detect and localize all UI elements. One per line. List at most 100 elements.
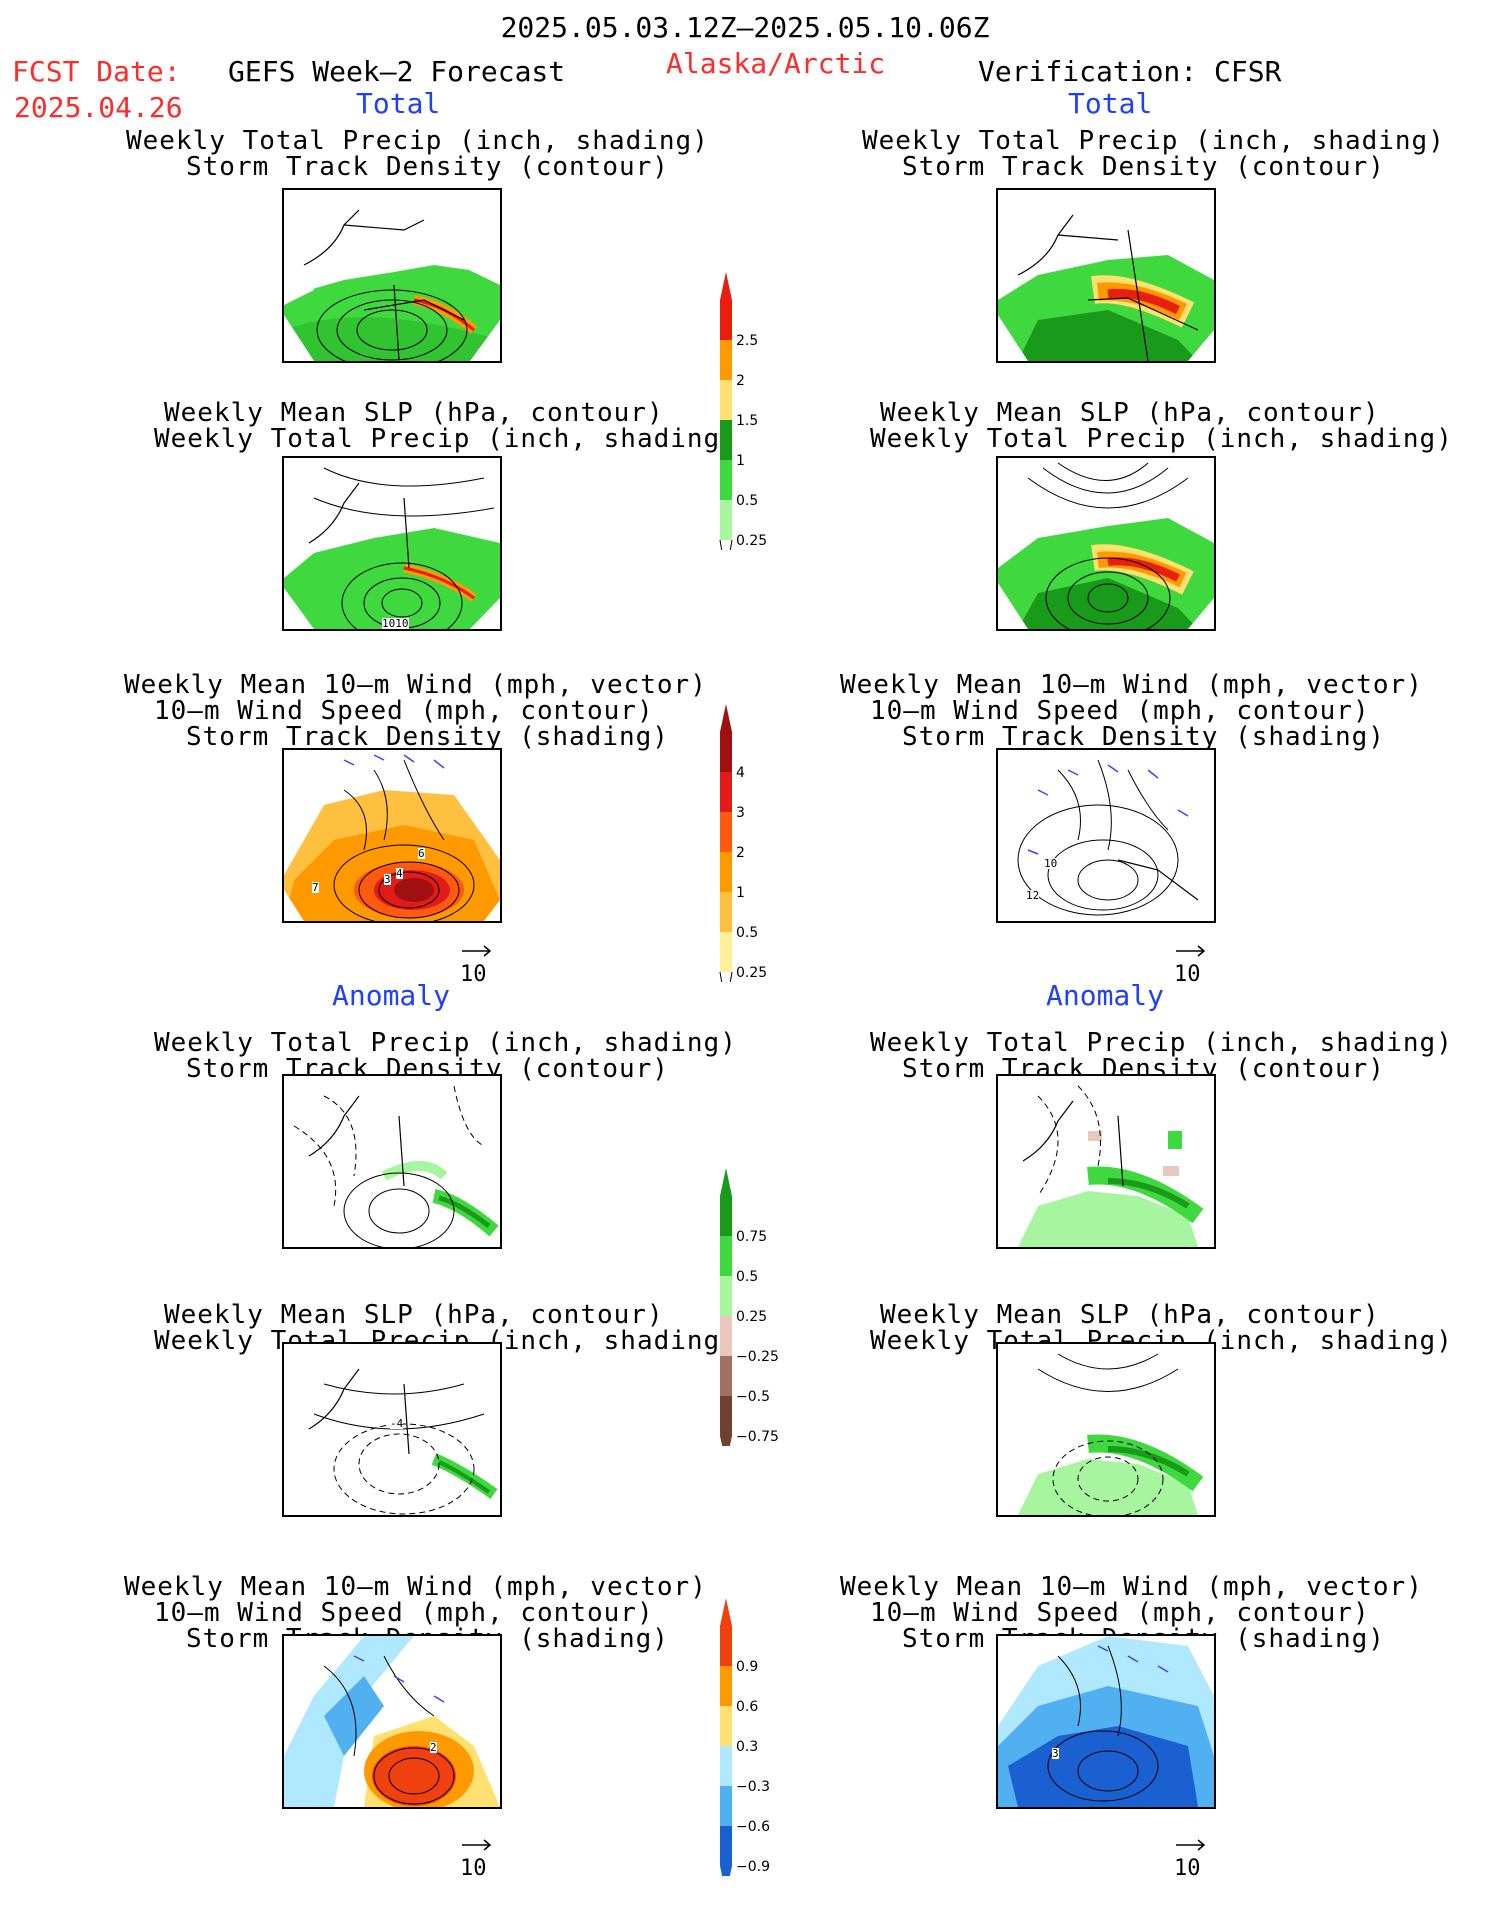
vector-reference-label: 10 [460,962,487,987]
fcst-date-value: 2025.04.26 [14,91,183,124]
title-r2-line1: Weekly Mean SLP (hPa, contour) [880,398,1380,428]
map-total-wind-verification: 10 12 [996,748,1216,923]
title-r1-line2: Storm Track Density (contour) [902,152,1385,182]
colorbar-swatch [720,1626,732,1666]
wind-contour-label: 6 [418,847,425,860]
verification-title: Verification: CFSR [978,55,1282,88]
colorbar-bottom-tail [719,971,733,982]
colorbar-swatch [720,1746,732,1786]
wind-contour-label: 12 [1026,889,1040,902]
map-total-slp-verification [996,456,1216,631]
colorbar-swatch [720,340,732,380]
colorbar-swatch [720,732,732,772]
colorbar-swatch [720,852,732,892]
map-anomaly-slp-verification [996,1342,1216,1517]
wind-contour-label: 7 [312,881,319,894]
map-anomaly-precip-verification [996,1074,1216,1249]
colorbar-tick-label: 0.5 [736,1269,758,1285]
colorbar-storm-track-total: 4 3 2 1 0.5 0.25 [719,704,767,982]
map-total-wind-forecast: 7 3 4 6 [282,748,502,923]
colorbar-top-triangle [720,272,732,300]
colorbar-top-triangle [720,1168,732,1196]
colorbar-tick-label: 0.25 [736,533,767,549]
colorbar-bottom-triangle [720,1866,732,1876]
colorbar-bottom-tail [719,539,733,550]
colorbar-tick-label: 0.9 [736,1659,758,1675]
colorbar-swatch [720,1196,732,1236]
vector-reference-label: 10 [1174,1856,1201,1881]
colorbar-tick-label: 0.3 [736,1739,758,1755]
title-l6-line2: 10–m Wind Speed (mph, contour) [154,1598,654,1628]
colorbar-swatch [720,1276,732,1316]
colorbar-tick-label: 0.6 [736,1699,758,1715]
map-anomaly-precip-forecast [282,1074,502,1249]
colorbar-tick-label: 0.75 [736,1229,767,1245]
slp-anomaly-contour-label: -4 [390,1417,404,1430]
colorbar-swatch [720,772,732,812]
title-l5-line2: Weekly Total Precip (inch, shading) [154,1326,737,1356]
title-r4-line1: Weekly Total Precip (inch, shading) [870,1028,1453,1058]
colorbar-swatch [720,892,732,932]
title-l3-line3: Storm Track Density (shading) [186,722,669,752]
colorbar-tick-label: −0.25 [736,1349,779,1365]
colorbar-tick-label: −0.75 [736,1429,779,1445]
colorbar-bottom-triangle [720,1436,732,1446]
colorbar-swatch [720,420,732,460]
colorbar-tick-label: 0.5 [736,493,758,509]
title-l5-line1: Weekly Mean SLP (hPa, contour) [164,1300,664,1330]
colorbar-swatch [720,300,732,340]
title-l3-line2: 10–m Wind Speed (mph, contour) [154,696,654,726]
colorbar-top-triangle [720,704,732,732]
colorbar-swatch [720,500,732,540]
fcst-date-label: FCST Date: [12,55,181,88]
title-r3-line1: Weekly Mean 10–m Wind (mph, vector) [840,670,1423,700]
map-anomaly-slp-forecast: -4 [282,1342,502,1517]
title-r6-line2: 10–m Wind Speed (mph, contour) [870,1598,1370,1628]
colorbar-top-triangle [720,1598,732,1626]
title-l1-line2: Storm Track Density (contour) [186,152,669,182]
wind-anomaly-contour-label: 2 [430,1741,437,1754]
title-l2-line1: Weekly Mean SLP (hPa, contour) [164,398,664,428]
colorbar-tick-label: 1 [736,453,745,469]
colorbar-swatch [720,1396,732,1436]
section-total-right: Total [1068,87,1153,120]
wind-contour-label: 3 [384,873,391,886]
colorbar-tick-label: 2 [736,373,745,389]
vector-reference-arrow-icon [1176,1839,1206,1851]
vector-reference-label: 10 [1174,962,1201,987]
colorbar-tick-label: −0.5 [736,1389,770,1405]
colorbar-tick-label: 0.5 [736,925,758,941]
section-anomaly-left: Anomaly [332,979,451,1012]
title-r3-line2: 10–m Wind Speed (mph, contour) [870,696,1370,726]
section-anomaly-right: Anomaly [1046,979,1165,1012]
colorbar-swatch [720,1316,732,1356]
colorbar-tick-label: 4 [736,765,745,781]
colorbar-swatch [720,1236,732,1276]
colorbar-swatch [720,1356,732,1396]
colorbar-precip-anomaly: 0.75 0.5 0.25 −0.25 −0.5 −0.75 [720,1168,779,1446]
colorbar-swatch [720,1826,732,1866]
colorbar-tick-label: −0.9 [736,1859,770,1875]
colorbar-tick-label: −0.3 [736,1779,770,1795]
section-total-left: Total [356,87,441,120]
title-l3-line1: Weekly Mean 10–m Wind (mph, vector) [124,670,707,700]
colorbar-tick-label: 0.25 [736,965,767,981]
colorbar-swatch [720,1786,732,1826]
title-r2-line2: Weekly Total Precip (inch, shading) [870,424,1453,454]
wind-anomaly-contour-label: 3 [1052,1747,1059,1760]
vector-reference-label: 10 [460,1856,487,1881]
colorbar-swatch [720,380,732,420]
title-l4-line1: Weekly Total Precip (inch, shading) [154,1028,737,1058]
colorbar-tick-label: 3 [736,805,745,821]
title-l1-line1: Weekly Total Precip (inch, shading) [126,126,709,156]
map-anomaly-wind-forecast: 2 [282,1634,502,1809]
title-r3-line3: Storm Track Density (shading) [902,722,1385,752]
vector-reference-arrow-icon [462,945,492,957]
map-total-precip-forecast [282,188,502,363]
colorbar-swatch [720,1666,732,1706]
map-anomaly-wind-verification: 3 [996,1634,1216,1809]
region-title: Alaska/Arctic [666,47,886,80]
slp-contour-label: 1010 [382,617,409,630]
colorbar-tick-label: 2.5 [736,333,758,349]
title-l4-line2: Storm Track Density (contour) [186,1054,669,1084]
